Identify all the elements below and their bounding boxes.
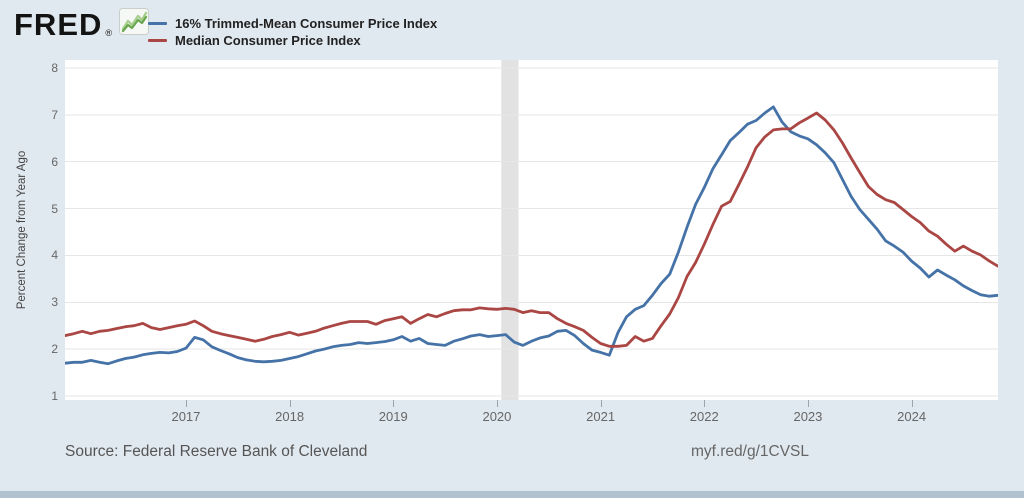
x-tick-label: 2023 [793,409,823,424]
recession-band [501,60,519,400]
fred-logo-text: FRED [14,6,103,42]
share-link[interactable]: myf.red/g/1CVSL [690,443,810,460]
source-note: Source: Federal Reserve Bank of Clevelan… [65,443,368,460]
fred-logo[interactable]: FRED ® [14,6,150,42]
series-line-median [65,111,998,348]
legend-label-median: Median Consumer Price Index [175,33,361,48]
y-tick-label: 3 [51,295,58,310]
x-tick [496,400,498,407]
x-axis: 2017 2018 2019 2020 2021 2022 2023 2024 [65,400,998,432]
x-tick [704,400,706,407]
x-tick-label: 2021 [586,409,616,424]
y-tick-label: 8 [51,61,58,75]
x-tick-label: 2024 [897,409,927,424]
x-tick-label: 2020 [482,409,512,424]
chart-svg [65,60,998,400]
y-tick-label: 2 [51,342,58,357]
x-tick [289,400,291,407]
y-tick-label: 7 [51,107,58,122]
y-tick-label: 6 [51,154,58,169]
plot-area [65,60,998,400]
x-tick-label: 2018 [275,409,305,424]
x-tick-label: 2022 [689,409,719,424]
legend-swatch-median [148,39,167,42]
legend-swatch-trimmed-mean [148,22,167,25]
y-tick-label: 1 [51,389,58,403]
x-tick [185,400,187,407]
series-line-trimmed-mean [65,105,998,366]
legend: 16% Trimmed-Mean Consumer Price Index Me… [148,15,437,49]
x-tick-label: 2017 [171,409,201,424]
y-tick-label: 4 [51,248,58,263]
bottom-bar [0,491,1024,498]
y-axis-title: Percent Change from Year Ago [16,150,28,310]
y-axis-labels: 1 2 3 4 5 6 7 8 [30,60,58,403]
x-tick-label: 2019 [378,409,408,424]
fred-sparkline-icon [119,8,150,40]
registered-mark: ® [105,28,113,38]
x-tick [911,400,913,407]
x-tick [600,400,602,407]
legend-label-trimmed-mean: 16% Trimmed-Mean Consumer Price Index [175,16,438,31]
legend-item-trimmed-mean: 16% Trimmed-Mean Consumer Price Index [148,15,437,32]
legend-item-median: Median Consumer Price Index [148,32,437,49]
x-tick [393,400,395,407]
x-tick [807,400,809,407]
y-tick-label: 5 [51,201,58,216]
